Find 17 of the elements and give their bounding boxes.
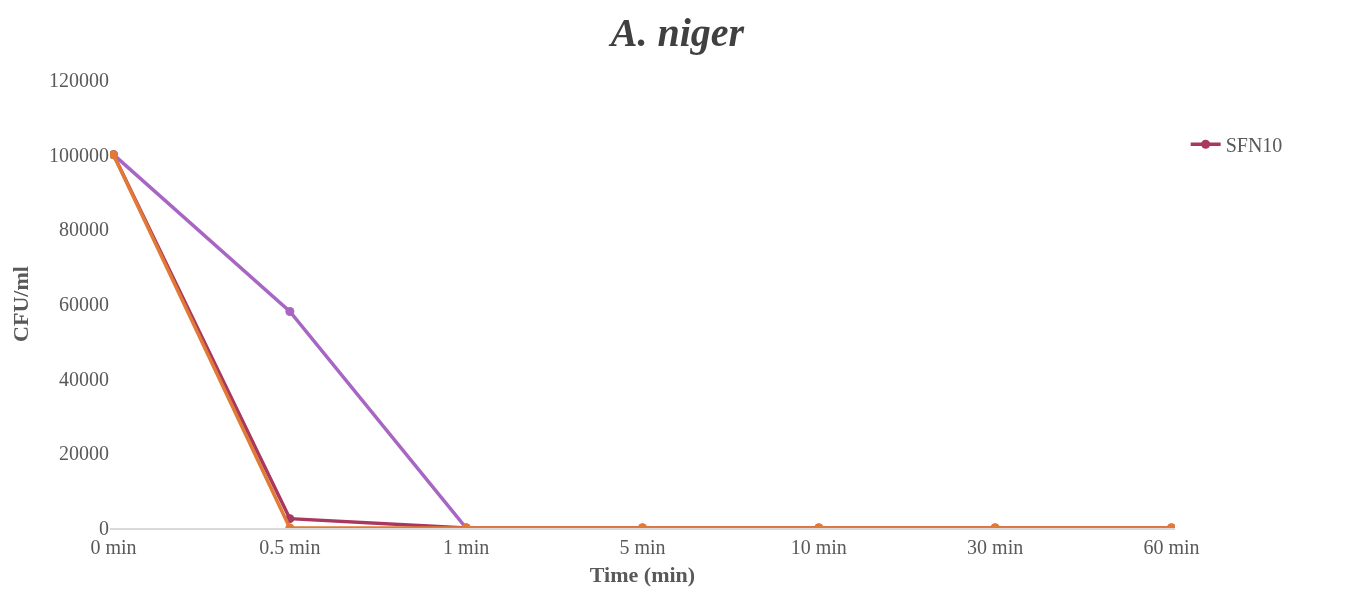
y-tick-label: 80000 bbox=[59, 218, 109, 241]
x-tick-label: 10 min bbox=[790, 535, 847, 558]
chart-title: A. niger bbox=[607, 9, 745, 55]
x-tick-label: 0.5 min bbox=[259, 535, 321, 558]
x-tick-label: 30 min bbox=[967, 535, 1024, 558]
y-tick-label: 60000 bbox=[59, 293, 109, 315]
y-tick-label: 40000 bbox=[59, 367, 109, 390]
y-tick-label: 20000 bbox=[59, 442, 109, 465]
point bbox=[285, 306, 295, 316]
x-tick-label: 60 min bbox=[1143, 535, 1200, 558]
x-tick-label: 5 min bbox=[619, 535, 666, 558]
y-axis-title: CFU/ml bbox=[7, 266, 33, 342]
y-tick-label: 120000 bbox=[49, 69, 109, 91]
x-axis-title: Time (min) bbox=[589, 562, 696, 588]
y-tick-label: 100000 bbox=[49, 143, 109, 166]
x-tick-label: 1 min bbox=[443, 535, 490, 558]
legend-label: SFN10 bbox=[1225, 134, 1283, 157]
